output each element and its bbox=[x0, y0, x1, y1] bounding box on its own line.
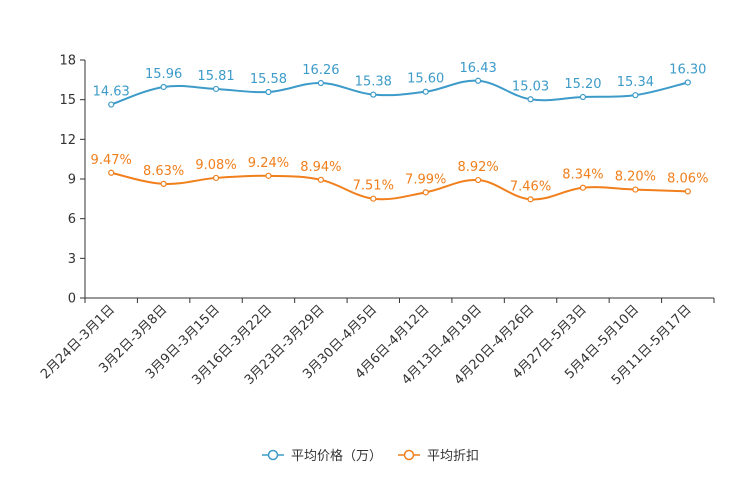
data-label: 15.38 bbox=[355, 75, 392, 90]
data-point[interactable] bbox=[527, 196, 534, 203]
series-2: 9.47% 8.63% 9.08% 9.24% 8.94% 7.51% 7.99% 8.92%… bbox=[91, 153, 708, 203]
data-label: 9.24% bbox=[248, 156, 289, 171]
legend[interactable]: 平均价格（万） 平均折扣 bbox=[262, 448, 479, 464]
data-point[interactable] bbox=[579, 184, 587, 191]
data-label: 16.43 bbox=[460, 61, 497, 76]
data-point[interactable] bbox=[265, 88, 272, 96]
y-tick-label: 15 bbox=[59, 93, 76, 108]
data-point[interactable] bbox=[475, 176, 482, 184]
y-tick-label: 0 bbox=[68, 292, 76, 307]
series-1: 14.63 15.96 15.81 15.58 16.26 15.38 15.60 16.43… bbox=[93, 61, 706, 108]
data-point[interactable] bbox=[422, 189, 429, 196]
legend-item-2[interactable]: 平均折扣 bbox=[398, 449, 479, 464]
data-point[interactable] bbox=[108, 101, 115, 108]
data-point[interactable] bbox=[632, 92, 639, 99]
series-line bbox=[110, 79, 689, 106]
data-point[interactable] bbox=[475, 77, 482, 84]
data-point[interactable] bbox=[212, 174, 220, 182]
data-point[interactable] bbox=[160, 83, 167, 91]
data-point[interactable] bbox=[317, 79, 324, 87]
series-line bbox=[111, 171, 688, 201]
data-label: 9.08% bbox=[195, 158, 236, 173]
y-tick-label: 12 bbox=[59, 133, 76, 148]
data-label: 15.96 bbox=[145, 67, 182, 82]
data-point[interactable] bbox=[684, 188, 691, 195]
data-label: 16.26 bbox=[302, 63, 339, 78]
data-point[interactable] bbox=[684, 79, 691, 86]
y-tick-label: 6 bbox=[68, 212, 76, 227]
y-tick-label: 3 bbox=[68, 252, 76, 267]
data-point[interactable] bbox=[370, 91, 377, 98]
data-point[interactable] bbox=[527, 96, 534, 103]
data-label: 8.20% bbox=[615, 170, 656, 185]
legend-label: 平均价格（万） bbox=[291, 448, 382, 464]
legend-item-1[interactable]: 平均价格（万） bbox=[262, 448, 382, 464]
data-point[interactable] bbox=[579, 93, 587, 101]
legend-marker-icon bbox=[267, 449, 279, 461]
data-label: 15.34 bbox=[617, 75, 654, 90]
data-point[interactable] bbox=[422, 88, 429, 95]
data-point[interactable] bbox=[317, 176, 324, 183]
data-label: 8.94% bbox=[300, 160, 341, 175]
data-label: 8.06% bbox=[667, 171, 708, 186]
data-label: 15.20 bbox=[564, 77, 601, 92]
data-label: 14.63 bbox=[93, 85, 130, 100]
data-point[interactable] bbox=[370, 195, 377, 202]
data-point[interactable] bbox=[108, 169, 115, 176]
data-label: 7.51% bbox=[353, 179, 394, 194]
data-label: 8.34% bbox=[562, 168, 603, 183]
data-label: 15.60 bbox=[407, 72, 444, 87]
legend-marker-icon bbox=[403, 449, 415, 461]
data-label: 16.30 bbox=[669, 62, 706, 77]
data-label: 15.58 bbox=[250, 72, 287, 87]
y-tick-label: 18 bbox=[59, 54, 76, 69]
data-label: 7.99% bbox=[405, 172, 446, 187]
axes-group: 03691215182月24日-3月1日3月2日-3月8日3月9日-3月15日3… bbox=[38, 54, 715, 388]
data-label: 15.03 bbox=[512, 79, 549, 94]
data-point[interactable] bbox=[160, 180, 167, 187]
data-label: 7.46% bbox=[510, 179, 551, 194]
data-label: 9.47% bbox=[91, 153, 132, 168]
data-point[interactable] bbox=[265, 172, 272, 179]
y-tick-label: 9 bbox=[68, 173, 76, 188]
data-label: 8.92% bbox=[457, 160, 498, 175]
data-point[interactable] bbox=[212, 85, 220, 93]
data-point[interactable] bbox=[632, 186, 639, 193]
data-label: 15.81 bbox=[197, 69, 234, 84]
legend-label: 平均折扣 bbox=[427, 449, 479, 464]
series-group: 14.63 15.96 15.81 15.58 16.26 15.38 15.60 16.43… bbox=[91, 61, 708, 203]
data-label: 8.63% bbox=[143, 164, 184, 179]
